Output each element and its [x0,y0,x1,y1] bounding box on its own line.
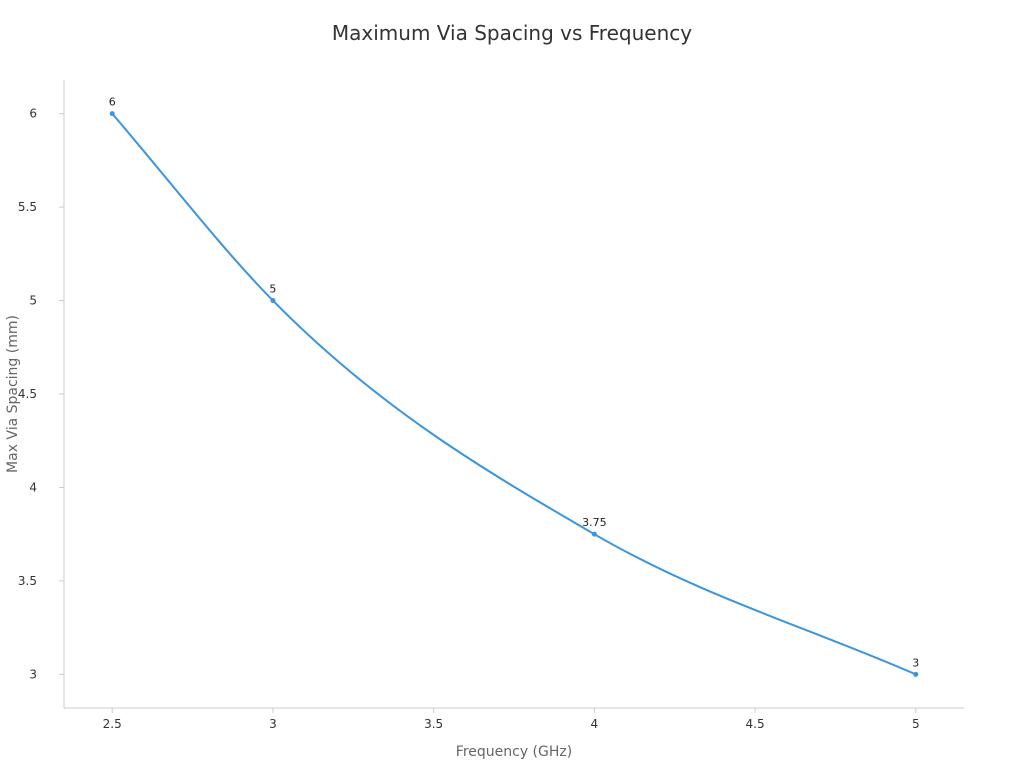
data-label: 3 [912,656,919,669]
x-tick-label: 2.5 [103,717,122,731]
data-point [270,298,276,304]
data-label: 6 [109,96,116,109]
x-tick-label: 3 [269,717,277,731]
y-tick-label: 6 [29,107,37,121]
y-tick-label: 5 [29,294,37,308]
series-line [111,112,917,676]
data-label: 3.75 [582,516,607,529]
x-tick-label: 3.5 [424,717,443,731]
data-point [591,531,597,537]
y-axis-label: Max Via Spacing (mm) [5,315,21,473]
y-tick-label: 3 [29,667,37,681]
x-tick-label: 4 [591,717,599,731]
y-tick-label: 5.5 [18,200,37,214]
y-axis-ticks: 3 3.5 4 4.5 5 5.5 6 [18,107,64,681]
y-tick-label: 4.5 [18,387,37,401]
data-point [913,671,919,677]
x-tick-label: 5 [912,717,920,731]
chart-title: Maximum Via Spacing vs Frequency [332,21,692,45]
y-tick-label: 3.5 [18,574,37,588]
x-axis-label: Frequency (GHz) [456,744,572,760]
data-point [109,111,115,117]
x-axis-ticks: 2.5 3 3.5 4 4.5 5 [103,708,920,731]
data-label: 5 [269,283,276,296]
y-tick-label: 4 [29,480,37,494]
series-layer: 6 5 3.75 3 [109,96,919,677]
x-tick-label: 4.5 [746,717,765,731]
